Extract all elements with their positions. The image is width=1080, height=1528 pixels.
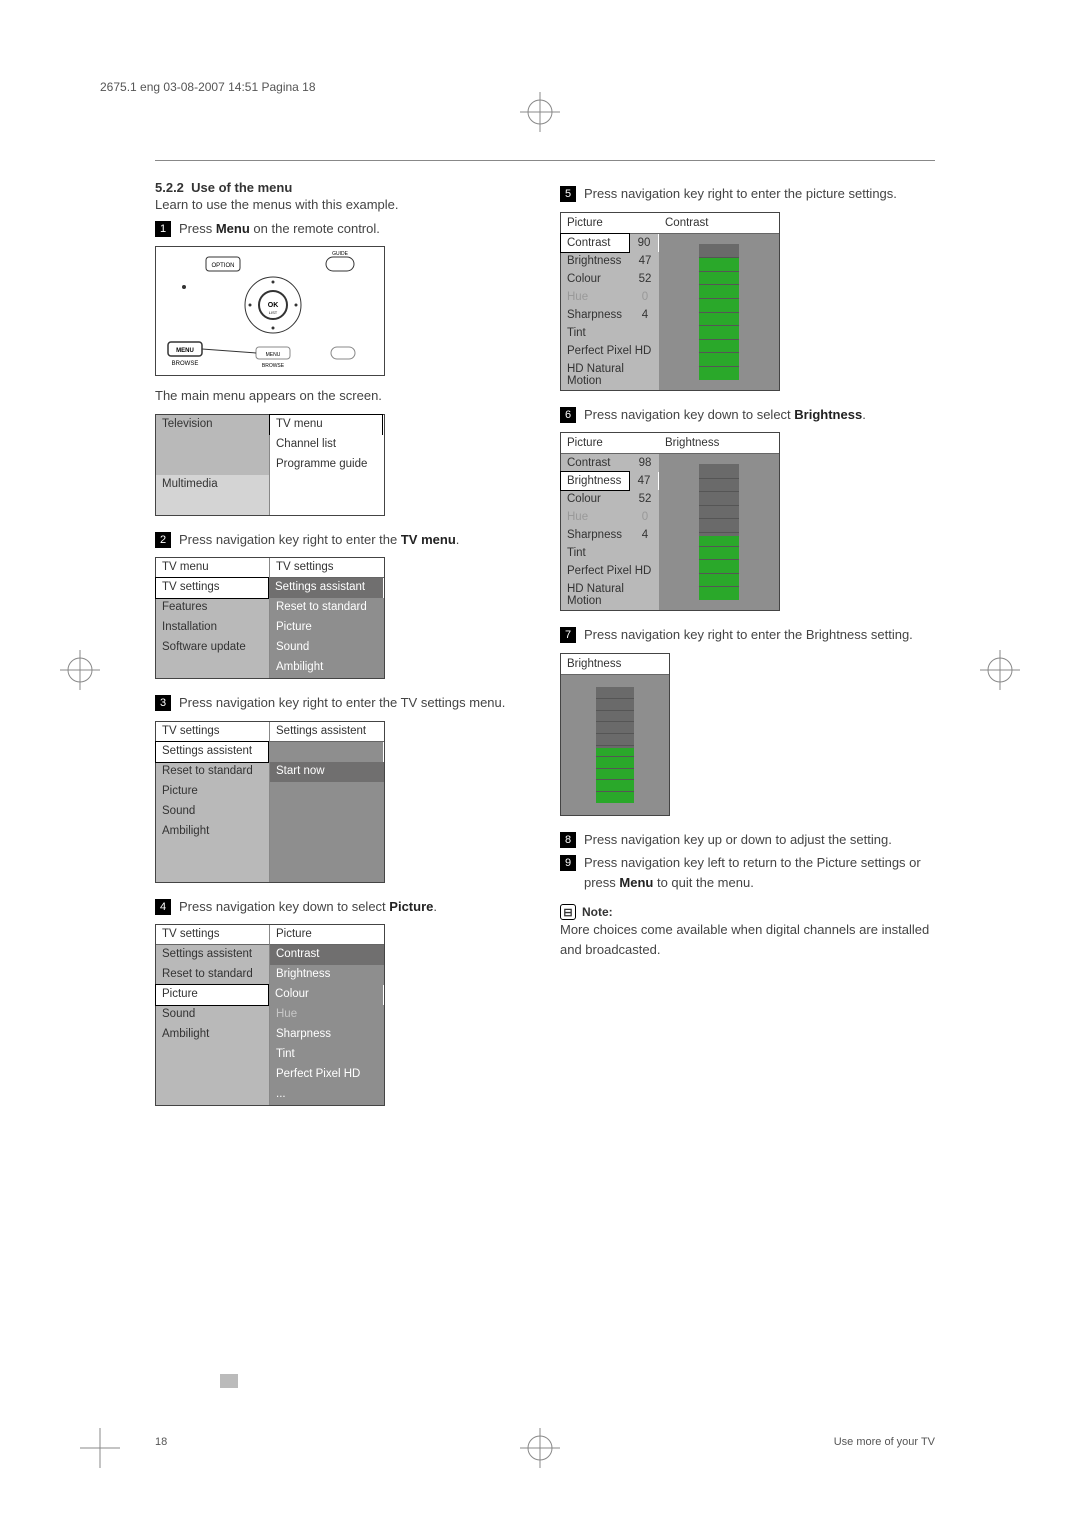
step-7: 7 Press navigation key right to enter th…	[560, 625, 935, 645]
crop-mark-bottom-left	[80, 1428, 120, 1468]
picture-contrast-table: Picture Contrast Contrast90 Brightness47…	[560, 212, 780, 391]
main-menu-caption: The main menu appears on the screen.	[155, 386, 530, 406]
crop-mark-right	[980, 640, 1020, 700]
footer-text: Use more of your TV	[834, 1436, 935, 1448]
page-rule	[155, 160, 935, 161]
main-menu-table: Television TV menu Channel list Programm…	[155, 414, 385, 516]
left-column: 5.2.2 Use of the menu Learn to use the m…	[155, 180, 530, 1120]
note-heading: ⊟ Note:	[560, 904, 935, 920]
intro-text: Learn to use the menus with this example…	[155, 195, 530, 215]
step-5: 5 Press navigation key right to enter th…	[560, 184, 935, 204]
svg-text:MENU: MENU	[176, 348, 194, 354]
step-num-1: 1	[155, 221, 171, 237]
svg-text:OK: OK	[268, 302, 279, 309]
option-label: OPTION	[211, 263, 234, 269]
brightness-single-box: Brightness	[560, 653, 670, 816]
step-3: 3 Press navigation key right to enter th…	[155, 693, 530, 713]
right-column: 5 Press navigation key right to enter th…	[560, 180, 935, 1120]
note-text: More choices come available when digital…	[560, 920, 935, 959]
note-icon: ⊟	[560, 904, 576, 920]
crop-mark-left	[60, 640, 100, 700]
svg-text:BROWSE: BROWSE	[172, 361, 199, 367]
page-number: 18	[155, 1436, 167, 1448]
step-1: 1 Press Menu on the remote control.	[155, 219, 530, 239]
step-8: 8 Press navigation key up or down to adj…	[560, 830, 935, 850]
tv-menu-table: TV menu TV settings TV settingsSettings …	[155, 557, 385, 679]
crop-mark-bottom	[510, 1428, 570, 1468]
gray-box	[220, 1374, 238, 1388]
step-9: 9 Press navigation key left to return to…	[560, 853, 935, 892]
remote-diagram: OPTION GUIDE OK LIST MENU BROWSE MENU BR…	[155, 246, 385, 376]
crop-mark-top	[510, 92, 570, 132]
svg-text:LIST: LIST	[269, 310, 278, 315]
tv-settings-picture-table: TV settings Picture Settings assistentCo…	[155, 924, 385, 1106]
step-2: 2 Press navigation key right to enter th…	[155, 530, 530, 550]
svg-text:BROWSE: BROWSE	[262, 363, 285, 369]
step-6: 6 Press navigation key down to select Br…	[560, 405, 935, 425]
section-title: 5.2.2 Use of the menu	[155, 180, 530, 195]
svg-text:MENU: MENU	[266, 352, 281, 358]
svg-text:GUIDE: GUIDE	[332, 251, 349, 257]
step-4: 4 Press navigation key down to select Pi…	[155, 897, 530, 917]
tv-settings-table: TV settings Settings assistent Settings …	[155, 721, 385, 883]
picture-brightness-table: Picture Brightness Contrast98 Brightness…	[560, 432, 780, 611]
